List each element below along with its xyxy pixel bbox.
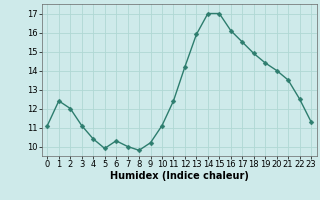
X-axis label: Humidex (Indice chaleur): Humidex (Indice chaleur)	[110, 171, 249, 181]
